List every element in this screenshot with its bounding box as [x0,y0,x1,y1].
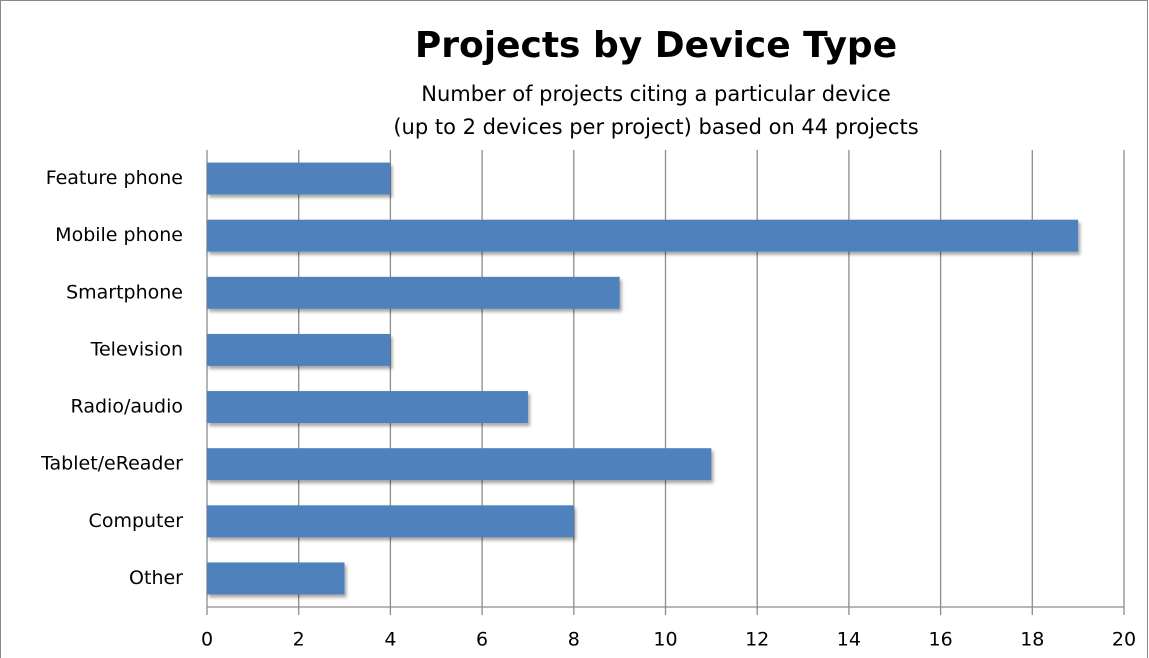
chart-subtitle: (up to 2 devices per project) based on 4… [393,115,918,139]
x-tick-label: 2 [293,629,305,651]
bar [207,219,1079,252]
bar [207,333,391,366]
chart-title: Projects by Device Type [415,25,897,66]
x-tick-label: 0 [201,629,213,651]
bar [207,391,528,424]
y-tick-label: Other [129,567,183,589]
bar [207,448,712,481]
x-tick-label: 6 [476,629,488,651]
x-tick-label: 12 [745,629,769,651]
y-tick-label: Feature phone [46,167,183,189]
x-tick-label: 20 [1112,629,1136,651]
chart-subtitle: Number of projects citing a particular d… [421,82,891,106]
x-tick-label: 8 [568,629,580,651]
bar [207,162,391,195]
y-tick-label: Tablet/eReader [40,453,183,475]
y-tick-label: Computer [89,510,184,532]
bar [207,276,620,309]
x-tick-label: 16 [929,629,953,651]
y-tick-label: Mobile phone [55,224,183,246]
y-tick-label: Radio/audio [71,396,183,418]
x-tick-label: 14 [837,629,861,651]
bar [207,505,574,538]
y-tick-label: Television [90,338,183,360]
x-tick-label: 4 [384,629,396,651]
bar [207,562,345,595]
x-tick-label: 10 [653,629,677,651]
y-tick-label: Smartphone [66,281,183,303]
x-tick-label: 18 [1020,629,1044,651]
